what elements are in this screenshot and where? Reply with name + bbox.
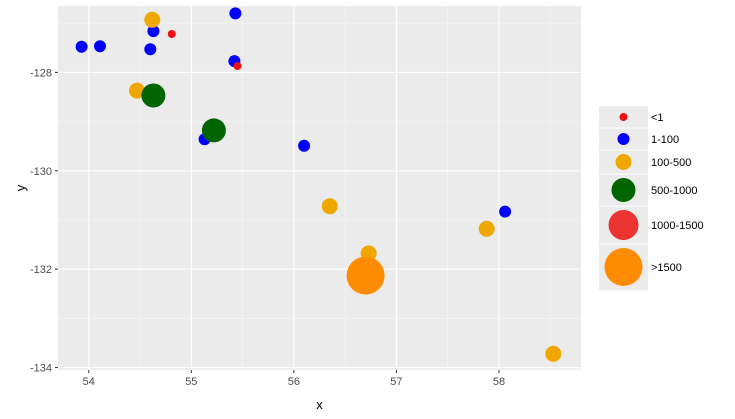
data-point (298, 139, 311, 152)
data-point (129, 82, 145, 99)
y-tick-label: -128 (30, 67, 52, 79)
data-point (167, 30, 176, 38)
x-tick-label: 57 (390, 376, 402, 388)
data-point (346, 256, 385, 295)
x-tick-label: 56 (288, 376, 300, 388)
y-axis-title: y (13, 184, 28, 191)
data-points (75, 7, 562, 362)
legend-label: 100-500 (651, 157, 691, 169)
major-gridlines (58, 6, 581, 370)
y-tick-label: -134 (30, 363, 52, 375)
legend-label: 1-100 (651, 134, 679, 146)
data-point (545, 345, 562, 362)
data-point (478, 220, 495, 237)
data-point (144, 11, 161, 28)
legend-label: <1 (651, 112, 664, 124)
y-tick-label: -132 (30, 264, 52, 276)
legend-label: 1000-1500 (651, 220, 704, 232)
legend-key (617, 133, 630, 145)
data-point (233, 62, 242, 70)
legend-label: 500-1000 (651, 185, 698, 197)
y-axis: -128 -130 -132 -134 (30, 67, 58, 375)
plot-panel (58, 6, 581, 370)
data-point (94, 40, 106, 53)
x-axis-title: x (316, 397, 323, 412)
y-tick-label: -130 (30, 166, 52, 178)
data-point (75, 40, 88, 53)
legend-key (611, 178, 636, 202)
x-tick-label: 55 (185, 376, 197, 388)
data-point (144, 43, 157, 56)
data-point (141, 83, 166, 108)
data-point (321, 198, 338, 215)
legend: <1 1-100 100-500 500-1000 1000-1500 >1500 (599, 106, 704, 290)
legend-key (604, 248, 643, 286)
data-point (499, 205, 512, 218)
minor-gridlines (58, 6, 581, 370)
data-point (229, 7, 242, 20)
legend-label: >1500 (651, 262, 682, 274)
x-tick-label: 54 (83, 376, 95, 388)
data-point (147, 25, 160, 38)
legend-key (619, 113, 628, 121)
legend-key (608, 210, 639, 240)
x-tick-label: 58 (493, 376, 505, 388)
x-axis: 54 55 56 57 58 (83, 370, 505, 388)
legend-key (615, 154, 632, 170)
data-point (201, 118, 226, 143)
